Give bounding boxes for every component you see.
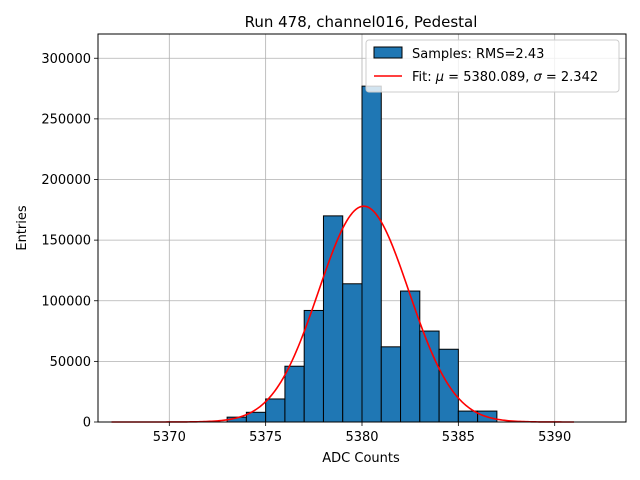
y-tick-label: 250000 xyxy=(41,112,91,127)
x-tick-label: 5380 xyxy=(345,430,378,445)
x-tick-label: 5370 xyxy=(153,430,186,445)
histogram-bar xyxy=(342,283,363,423)
histogram-bar xyxy=(400,290,421,423)
legend-swatch-samples xyxy=(373,46,403,59)
x-axis-ticks: 5370 5375 5380 5385 5390 xyxy=(153,422,571,445)
histogram-bar xyxy=(284,365,305,423)
x-tick-label: 5375 xyxy=(249,430,282,445)
y-axis-label: Entries xyxy=(15,205,30,251)
histogram-bar xyxy=(457,410,479,423)
fit-sigma-symbol: σ xyxy=(534,70,543,85)
y-tick-label: 0 xyxy=(83,416,91,431)
legend: Samples: RMS=2.43 Fit: μ = 5380.089, σ =… xyxy=(365,39,620,93)
legend-label-fit: Fit: μ = 5380.089, σ = 2.342 xyxy=(412,70,598,85)
y-tick-label: 200000 xyxy=(41,173,91,188)
x-axis-label: ADC Counts xyxy=(322,451,400,466)
y-tick-label: 100000 xyxy=(41,294,91,309)
legend-label-samples: Samples: RMS=2.43 xyxy=(412,47,544,62)
fit-sigma-text: = 2.342 xyxy=(542,70,598,85)
chart-title: Run 478, channel016, Pedestal xyxy=(245,13,478,31)
fit-mu-symbol: μ xyxy=(435,70,444,85)
y-tick-label: 150000 xyxy=(41,234,91,249)
y-tick-label: 300000 xyxy=(41,52,91,67)
legend-box xyxy=(365,39,620,93)
histogram-bar xyxy=(322,215,344,423)
fit-mu-text: = 5380.089, xyxy=(444,70,533,85)
x-tick-label: 5385 xyxy=(442,430,475,445)
histogram-bar xyxy=(380,346,402,423)
y-tick-label: 50000 xyxy=(50,355,91,370)
histogram-bar xyxy=(361,85,382,423)
histogram-bar xyxy=(419,330,440,423)
histogram-bars xyxy=(226,85,498,423)
y-axis-ticks: 0 50000 100000 150000 200000 250000 300000 xyxy=(41,52,98,431)
histogram-bar xyxy=(303,309,324,423)
x-tick-label: 5390 xyxy=(538,430,571,445)
fit-label-prefix: Fit: xyxy=(412,70,436,85)
histogram-bar xyxy=(265,398,286,423)
